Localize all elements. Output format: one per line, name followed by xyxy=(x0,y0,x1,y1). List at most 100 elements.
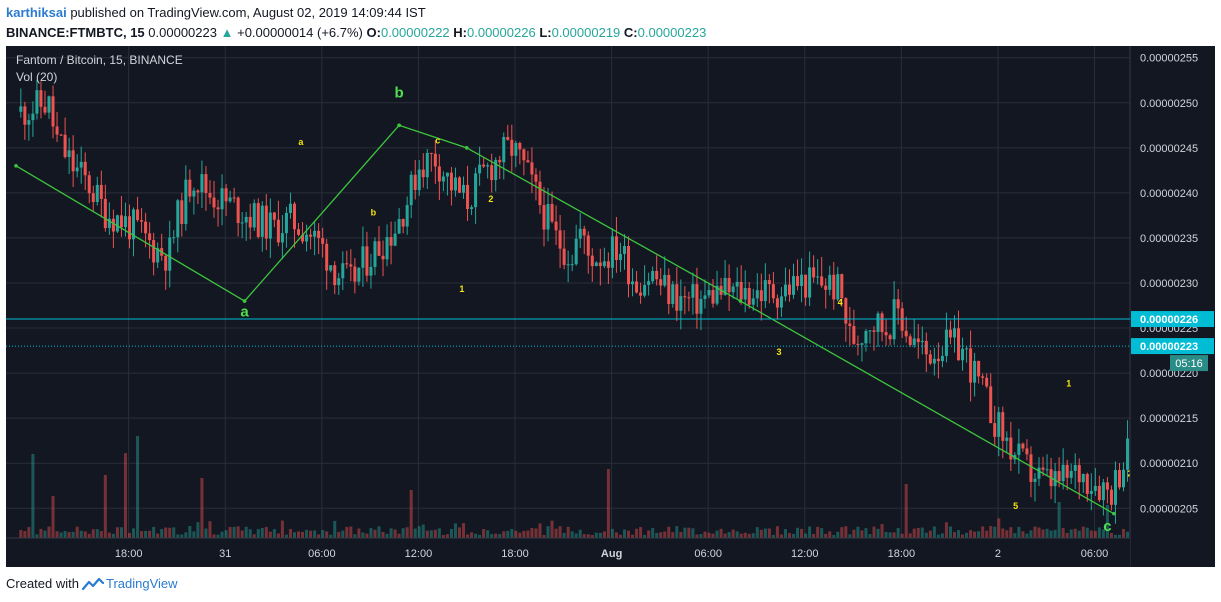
volume-bar xyxy=(627,530,631,538)
candle-body xyxy=(969,348,973,383)
candle-body xyxy=(494,159,498,181)
candle-body xyxy=(220,188,224,210)
candle-body xyxy=(1126,438,1130,470)
volume-bar xyxy=(385,533,389,538)
candle-body xyxy=(582,228,586,236)
volume-bar xyxy=(1013,533,1017,538)
wave-label: c xyxy=(1103,518,1111,535)
candle-body xyxy=(876,313,880,332)
candle-body xyxy=(928,354,932,364)
volume-bar xyxy=(1053,529,1057,538)
volume-bar xyxy=(622,529,626,538)
candle-body xyxy=(936,358,940,362)
volume-bar xyxy=(570,531,574,538)
candle-body xyxy=(470,207,474,210)
volume-bar xyxy=(204,528,208,538)
volume-bar xyxy=(260,527,264,538)
volume-bar xyxy=(55,531,59,538)
candle-body xyxy=(1077,465,1081,483)
volume-bar xyxy=(590,534,594,538)
volume-bar xyxy=(888,532,892,538)
candle-body xyxy=(522,149,526,161)
volume-bar xyxy=(940,533,944,538)
volume-bar xyxy=(618,534,622,538)
volume-bar xyxy=(816,526,820,538)
candle-body xyxy=(445,172,449,177)
candle-body xyxy=(699,298,703,314)
volume-bar xyxy=(232,526,236,538)
volume-bar xyxy=(1117,534,1121,538)
candle-body xyxy=(1109,489,1113,505)
candle-body xyxy=(401,219,405,227)
wave-label: 1 xyxy=(1066,379,1071,389)
candle-body xyxy=(1045,469,1049,471)
volume-bar xyxy=(538,523,542,538)
volume-bar xyxy=(944,522,948,538)
volume-bar xyxy=(140,531,144,538)
volume-bar xyxy=(176,534,180,538)
candle-body xyxy=(602,261,606,267)
candle-body xyxy=(679,296,683,311)
x-tick-label: 12:00 xyxy=(405,548,433,560)
candle-body xyxy=(675,284,679,311)
volume-bar xyxy=(679,531,683,538)
candle-body xyxy=(997,412,1001,437)
volume-bar xyxy=(79,530,83,538)
candle-body xyxy=(808,267,812,298)
volume-bar xyxy=(494,533,498,538)
candle-body xyxy=(321,238,325,244)
volume-bar xyxy=(345,527,349,538)
candle-body xyxy=(655,270,659,280)
candle-body xyxy=(534,174,538,182)
volume-bar xyxy=(59,532,63,538)
candle-body xyxy=(136,209,140,221)
candle-body xyxy=(365,246,369,276)
candle-body xyxy=(872,330,876,332)
x-tick-label: 18:00 xyxy=(888,548,916,560)
volume-bar xyxy=(671,532,675,538)
candle-body xyxy=(260,205,264,237)
candle-body xyxy=(144,221,148,234)
wave-vertex xyxy=(14,164,18,168)
volume-bar xyxy=(272,529,276,538)
candle-body xyxy=(606,261,610,268)
volume-bar xyxy=(1037,527,1041,538)
candle-body xyxy=(570,264,574,266)
volume-bar xyxy=(19,529,23,538)
candle-body xyxy=(437,166,441,182)
tradingview-link[interactable]: TradingView xyxy=(105,576,178,591)
volume-bar xyxy=(309,530,313,538)
volume-bar xyxy=(876,528,880,538)
candle-body xyxy=(1105,482,1109,490)
chart-legend: Fantom / Bitcoin, 15, BINANCE Vol (20) xyxy=(16,52,183,86)
candlestick-chart[interactable]: abc2abc12345120.000002050.000002100.0000… xyxy=(6,46,1215,567)
volume-bar xyxy=(156,533,160,538)
volume-bar xyxy=(844,526,848,538)
volume-bar xyxy=(1009,527,1013,538)
candle-body xyxy=(1089,490,1093,494)
candle-body xyxy=(816,276,820,278)
candle-body xyxy=(1053,471,1057,487)
wave-line xyxy=(15,165,245,302)
volume-bar xyxy=(771,534,775,538)
candle-body xyxy=(466,184,470,210)
candle-body xyxy=(594,262,598,267)
x-tick-label: Aug xyxy=(601,548,622,560)
candle-body xyxy=(200,174,204,193)
candle-body xyxy=(904,330,908,337)
candle-body xyxy=(940,355,944,362)
chart-panel[interactable]: abc2abc12345120.000002050.000002100.0000… xyxy=(6,46,1215,567)
y-tick-label: 0.00000215 xyxy=(1140,413,1198,425)
candle-body xyxy=(490,165,494,181)
volume-bar xyxy=(87,533,91,538)
candle-body xyxy=(627,246,631,285)
volume-bar xyxy=(932,526,936,538)
volume-bar xyxy=(276,533,280,538)
volume-bar xyxy=(856,526,860,538)
volume-bar xyxy=(1021,531,1025,538)
y-tick-label: 0.00000250 xyxy=(1140,98,1198,110)
volume-bar xyxy=(107,532,111,538)
volume-bar xyxy=(212,534,216,538)
candle-body xyxy=(457,177,461,193)
author-link[interactable]: karthiksai xyxy=(6,5,67,20)
